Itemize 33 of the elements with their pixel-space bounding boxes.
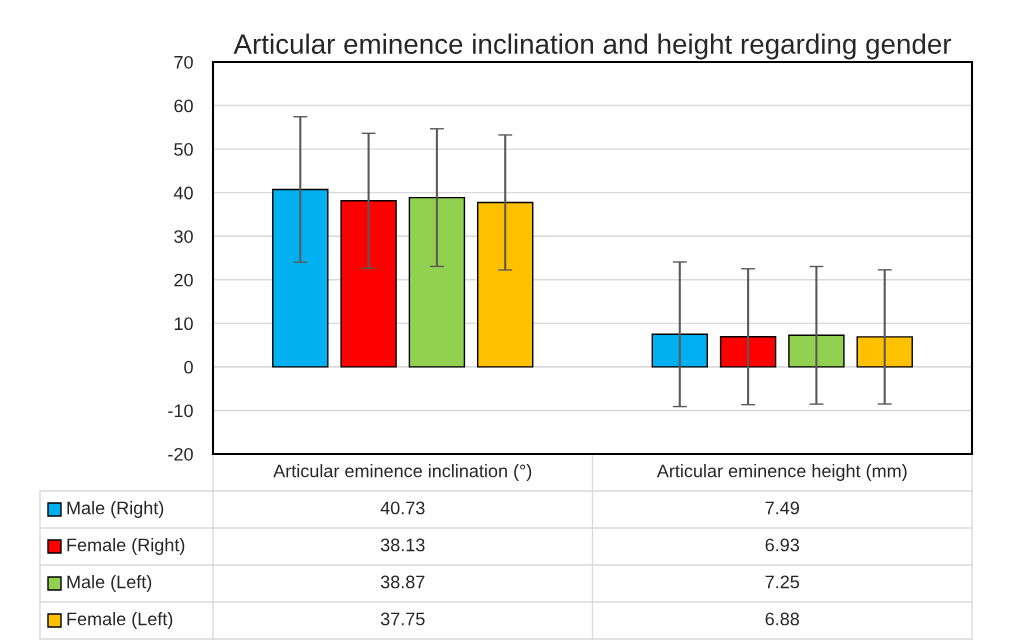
y-tick-label: -20: [168, 447, 193, 461]
data-label: 7.49: [765, 501, 799, 515]
bar: [719, 336, 777, 368]
data-label: 40.73: [380, 501, 425, 515]
data-label: 6.93: [765, 538, 800, 552]
x-tick-label: Articular eminence height (mm): [656, 464, 907, 481]
data-label: 37.75: [380, 612, 425, 626]
bar: [856, 336, 913, 368]
data-label: 38.13: [380, 538, 425, 552]
chart-title: Articular eminence inclination and height regarding gender: [233, 33, 952, 60]
y-tick-label: 0: [184, 360, 193, 374]
legend-label: Male (Left): [67, 575, 152, 592]
x-tick-label: Articular eminence inclination (°): [273, 464, 532, 481]
legend-label: Female (Left): [67, 612, 173, 629]
data-label: 38.87: [380, 575, 425, 589]
bar: [408, 196, 466, 368]
y-tick-label: 60: [174, 99, 193, 113]
y-tick-label: 10: [174, 317, 193, 331]
bar: [477, 201, 534, 368]
legend-label: Female (Right): [67, 538, 185, 555]
bar: [651, 333, 708, 368]
bar: [272, 188, 329, 368]
bar: [788, 334, 845, 368]
data-label: 6.88: [765, 612, 800, 626]
bar: [340, 200, 397, 368]
y-tick-label: 70: [174, 55, 193, 69]
y-tick-label: -10: [168, 404, 193, 418]
y-tick-label: 30: [174, 230, 193, 243]
y-tick-label: 20: [174, 273, 193, 287]
y-tick-label: 40: [173, 186, 193, 200]
legend-label: Male (Right): [67, 501, 164, 518]
data-label: 7.25: [765, 575, 800, 589]
y-tick-label: 50: [174, 143, 193, 156]
